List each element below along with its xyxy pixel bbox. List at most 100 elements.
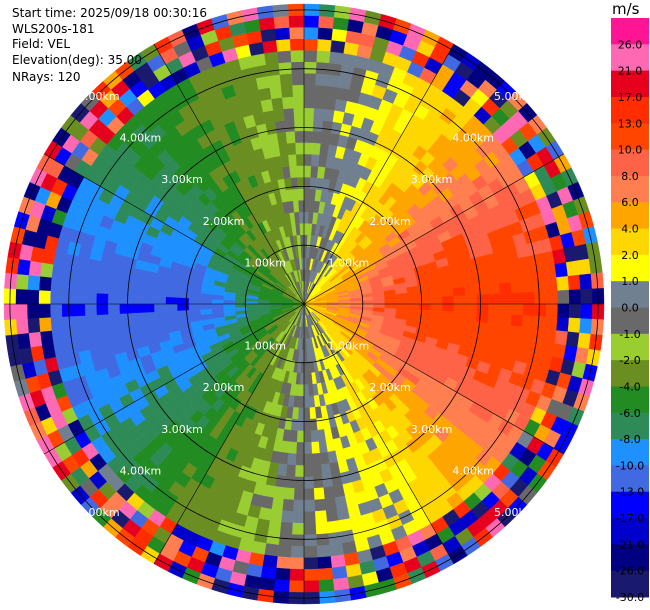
gate-cell bbox=[312, 130, 323, 144]
gate-cell bbox=[289, 557, 305, 570]
gate-cell bbox=[314, 84, 328, 98]
gate-cell bbox=[442, 303, 455, 313]
gate-cell bbox=[273, 579, 290, 593]
gate-cell bbox=[294, 119, 305, 132]
gate-cell bbox=[50, 316, 64, 331]
gate-cell bbox=[464, 312, 478, 323]
gate-cell bbox=[336, 506, 350, 521]
gate-cell bbox=[264, 51, 279, 65]
gate-cell bbox=[130, 294, 143, 305]
colorbar-tick-label: -2.0 bbox=[619, 354, 640, 367]
gate-cell bbox=[325, 508, 339, 523]
gate-cell bbox=[557, 289, 570, 305]
gate-cell bbox=[107, 283, 121, 295]
azimuth-spokes bbox=[4, 4, 604, 604]
gate-cell bbox=[28, 331, 43, 348]
gate-cell bbox=[298, 384, 305, 397]
gate-cell bbox=[315, 533, 330, 547]
gate-cell bbox=[452, 286, 466, 297]
range-ring-label: 5.00km bbox=[494, 506, 536, 519]
gate-cell bbox=[407, 303, 420, 311]
gate-cell bbox=[234, 303, 247, 308]
gate-cell bbox=[323, 108, 335, 122]
gate-cell bbox=[84, 292, 97, 305]
gate-cell bbox=[521, 279, 535, 293]
gate-cell bbox=[280, 154, 290, 168]
range-ring-label: 4.00km bbox=[120, 132, 162, 145]
gate-cell bbox=[278, 143, 289, 157]
colorbar-swatch bbox=[611, 44, 649, 72]
gate-cell bbox=[332, 16, 350, 31]
gate-cell bbox=[577, 258, 592, 276]
gate-cell bbox=[282, 498, 294, 512]
gate-cell bbox=[316, 544, 331, 558]
gate-cell bbox=[303, 96, 316, 109]
gate-cell bbox=[131, 320, 145, 332]
gate-cell bbox=[273, 108, 285, 122]
gate-cell bbox=[297, 188, 305, 201]
gate-cell bbox=[289, 165, 298, 178]
gate-cell bbox=[165, 303, 178, 312]
gate-cell bbox=[296, 430, 305, 443]
gate-cell bbox=[533, 315, 547, 330]
gate-cell bbox=[286, 142, 297, 156]
gate-cell bbox=[361, 300, 374, 305]
colorbar-tick-label: 0.0 bbox=[621, 302, 639, 315]
gate-cell bbox=[62, 327, 77, 343]
gate-cell bbox=[188, 309, 201, 317]
gate-cell bbox=[300, 246, 305, 259]
gate-cell bbox=[395, 292, 408, 300]
gate-cell bbox=[303, 165, 312, 178]
gate-cell bbox=[531, 265, 546, 281]
gate-cell bbox=[321, 474, 334, 488]
gate-cell bbox=[303, 73, 317, 86]
gate-cell bbox=[292, 84, 305, 97]
gate-cell bbox=[276, 131, 288, 145]
gate-cell bbox=[441, 288, 455, 297]
colorbar-tick-label: 2.0 bbox=[621, 249, 639, 262]
gate-cell bbox=[301, 257, 305, 270]
gate-cell bbox=[487, 283, 501, 295]
gate-cell bbox=[554, 330, 569, 346]
gate-cell bbox=[199, 298, 213, 305]
field-label: Field: VEL bbox=[12, 37, 71, 51]
gate-cell bbox=[276, 556, 291, 570]
gate-cell bbox=[288, 153, 297, 167]
gate-cell bbox=[556, 317, 570, 332]
gate-cell bbox=[303, 442, 313, 455]
range-ring-label: 5.00km bbox=[78, 506, 120, 519]
azimuth-spoke bbox=[44, 303, 305, 455]
colorbar-tick-label: 21.0 bbox=[618, 65, 643, 78]
gate-cell bbox=[407, 291, 420, 299]
gate-cell bbox=[419, 303, 432, 311]
gate-cell bbox=[567, 274, 581, 291]
gate-cell bbox=[303, 465, 314, 478]
gate-cell bbox=[303, 153, 313, 166]
gate-cell bbox=[407, 297, 420, 305]
gate-cell bbox=[211, 298, 224, 305]
gate-cell bbox=[303, 407, 311, 420]
gate-cell bbox=[441, 311, 455, 320]
gate-cell bbox=[73, 279, 87, 293]
colorbar-swatch bbox=[611, 202, 649, 230]
gate-cell bbox=[298, 395, 305, 409]
gate-cell bbox=[27, 317, 41, 334]
gate-cell bbox=[303, 84, 316, 97]
gate-cell bbox=[119, 303, 132, 314]
gate-cell bbox=[309, 418, 318, 431]
gate-cell bbox=[326, 520, 341, 534]
colorbar-swatch bbox=[611, 96, 649, 124]
gate-cell bbox=[176, 303, 189, 311]
gate-cell bbox=[303, 61, 317, 74]
gate-cell bbox=[292, 200, 300, 213]
gate-cell bbox=[264, 543, 279, 557]
gate-cell bbox=[303, 568, 319, 582]
colorbar-tick-label: -21.0 bbox=[616, 538, 644, 551]
gate-cell bbox=[303, 522, 317, 535]
colorbar-swatch bbox=[611, 570, 649, 598]
gate-cell bbox=[26, 303, 40, 319]
gate-cell bbox=[73, 303, 86, 317]
colorbar-tick-label: 1.0 bbox=[621, 275, 639, 288]
gate-cell bbox=[311, 142, 322, 156]
